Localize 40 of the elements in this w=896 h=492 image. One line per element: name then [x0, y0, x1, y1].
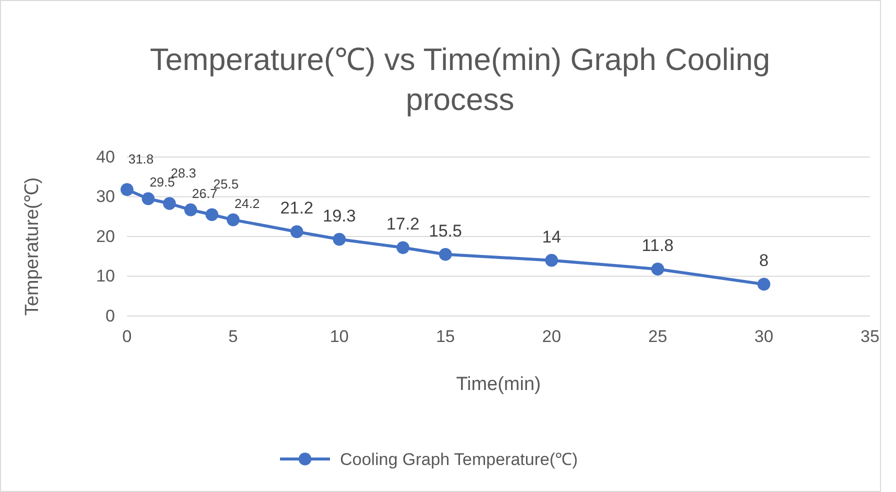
x-tick-label: 35 [860, 327, 880, 346]
y-axis-title: Temperature(℃) [22, 177, 43, 316]
x-tick-label: 0 [122, 327, 132, 346]
legend-label: Cooling Graph Temperature(℃) [340, 450, 578, 469]
x-axis-title: Time(min) [456, 374, 541, 395]
data-label: 31.8 [128, 152, 154, 167]
x-tick-label: 25 [648, 327, 668, 346]
y-tick-label: 30 [96, 187, 115, 206]
y-tick-label: 10 [96, 266, 115, 286]
point [120, 183, 134, 196]
point [226, 213, 240, 226]
data-label: 8 [759, 251, 769, 270]
data-label: 24.2 [234, 196, 260, 211]
data-label: 17.2 [386, 214, 420, 234]
point [163, 197, 176, 210]
point [142, 192, 155, 206]
x-tick-label: 15 [436, 327, 455, 346]
data-label: 19.3 [322, 206, 356, 226]
point [396, 241, 410, 254]
point [757, 278, 770, 291]
y-tick-label: 0 [106, 306, 115, 326]
y-tick-label: 20 [96, 226, 115, 246]
y-tick-label: 40 [96, 147, 115, 166]
x-tick-label: 5 [228, 327, 238, 346]
point [545, 254, 558, 267]
data-label: 15.5 [428, 221, 462, 240]
chart-title: Temperature(℃) vs Time(min) Graph Cooling process [150, 42, 770, 117]
data-label: 21.2 [280, 198, 314, 218]
data-label: 11.8 [642, 236, 674, 256]
point [290, 225, 304, 238]
x-tick-label: 20 [542, 327, 562, 346]
x-tick-label: 30 [754, 327, 774, 346]
data-label: 28.3 [170, 166, 196, 181]
x-tick-label: 10 [330, 327, 349, 346]
point [205, 208, 218, 222]
point [651, 262, 664, 276]
point [184, 203, 198, 216]
point [438, 248, 452, 261]
data-label: 14 [542, 227, 562, 246]
point [332, 232, 346, 246]
